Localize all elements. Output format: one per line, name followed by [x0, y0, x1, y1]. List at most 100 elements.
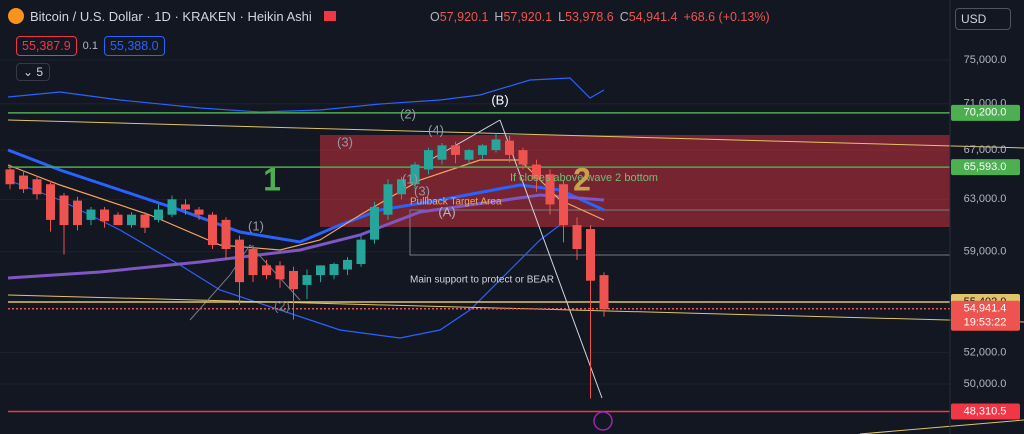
- wave-label: (2): [274, 298, 290, 313]
- candle-body: [73, 200, 82, 226]
- price-label: 65,593.0: [964, 161, 1007, 173]
- candle-body: [262, 265, 271, 276]
- candle-body: [329, 264, 339, 276]
- ohlc-key: C: [619, 10, 629, 24]
- candle-body: [397, 179, 406, 195]
- wave-label: (3): [414, 183, 430, 198]
- price-label: 48,310.5: [964, 405, 1007, 417]
- currency-select[interactable]: USD: [955, 8, 1011, 30]
- ohlc-value: 53,978.6: [565, 10, 614, 24]
- wave-label: (B): [491, 92, 508, 107]
- candle-body: [275, 265, 285, 280]
- indicators: [7, 77, 1024, 434]
- price-label-box: [951, 403, 1020, 420]
- candle-body: [518, 150, 528, 165]
- indicators-count: 5: [36, 65, 44, 79]
- candle-body: [356, 239, 366, 265]
- currency: USD: [961, 12, 987, 26]
- price-label-box: [951, 104, 1020, 121]
- candle-body: [59, 195, 69, 226]
- wave-label: (4): [428, 122, 444, 137]
- candle-body: [167, 199, 177, 215]
- wave-label: 1: [263, 161, 281, 197]
- candle-body: [572, 225, 582, 250]
- symbol-icon: [8, 8, 24, 24]
- sell-button[interactable]: 55,387.9: [16, 36, 77, 56]
- candle-body: [370, 206, 379, 240]
- candle-body: [32, 179, 42, 195]
- candle-body: [86, 209, 96, 220]
- candle-body: [491, 139, 501, 151]
- header: Bitcoin / U.S. Dollar · 1D · KRAKEN · He…: [8, 8, 336, 24]
- y-tick-label: 67,000.0: [964, 144, 1007, 156]
- ohlc-change: +68.6 (+0.13%): [683, 10, 770, 24]
- candle-body: [599, 275, 609, 310]
- candle-body: [505, 140, 514, 155]
- candle-body: [5, 169, 15, 185]
- candle-body: [302, 275, 312, 285]
- candle-body: [451, 145, 460, 155]
- spread: 0.1: [82, 40, 98, 52]
- bollinger-upper: [7, 77, 605, 113]
- indicators-toggle[interactable]: ⌄ 5: [16, 63, 51, 81]
- candle-body: [19, 175, 28, 190]
- y-tick-label: 50,000.0: [964, 378, 1007, 390]
- trade-buttons: 55,387.9 0.1 55,388.0: [16, 36, 165, 56]
- ohlc-item: C54,941.4: [620, 10, 678, 24]
- price-lines: [8, 112, 950, 413]
- candle-body: [235, 239, 244, 283]
- candles: [5, 133, 609, 399]
- trendline: [7, 119, 1024, 149]
- ohlc-item: H57,920.1: [494, 10, 552, 24]
- candle-body: [316, 265, 325, 276]
- candle-body: [478, 145, 487, 155]
- ohlc-value: 57,920.1: [503, 10, 553, 24]
- candle-body: [221, 219, 231, 250]
- y-tick-label: 59,000.0: [964, 246, 1007, 258]
- candle-body: [586, 229, 595, 281]
- countdown: 19:53:22: [964, 317, 1007, 329]
- candle-body: [248, 249, 258, 276]
- note: Pullback Target Area: [410, 197, 502, 208]
- ohlc-item: L53,978.6: [558, 10, 614, 24]
- candle-body: [181, 204, 190, 210]
- wave-label: (A): [438, 204, 455, 219]
- candle-body: [140, 214, 150, 228]
- price-label-box: [951, 159, 1020, 176]
- wave-label: (2): [400, 106, 416, 121]
- wave-label: (1): [402, 171, 418, 186]
- note: Main support to protect or BEAR: [410, 275, 554, 286]
- flag[interactable]: [323, 11, 336, 21]
- candle-body: [194, 209, 204, 215]
- candle-body: [545, 174, 555, 205]
- ohlc-value: 57,920.1: [439, 10, 489, 24]
- candle-body: [383, 184, 393, 215]
- ohlc-item: O57,920.1: [430, 10, 488, 24]
- annotations: 1 2 (B) (A) (2) (3) (4) (1) (3) (1) (2) …: [248, 92, 658, 313]
- price-axis: 75,000.071,000.067,000.063,000.059,000.0…: [951, 54, 1020, 420]
- candle-body: [208, 214, 217, 246]
- ohlc-legend: O57,920.1 H57,920.1 L53,978.6 C54,941.4 +68.…: [430, 10, 770, 24]
- symbol-title: Bitcoin / U.S. Dollar · 1D · KRAKEN · He…: [30, 8, 312, 24]
- candle-body: [46, 184, 55, 220]
- price-label-box: [951, 300, 1020, 331]
- buy-button[interactable]: 55,388.0: [103, 36, 165, 56]
- candle-body: [127, 214, 136, 226]
- price-label: 70,200.0: [964, 107, 1007, 119]
- candle-body: [343, 259, 352, 270]
- wave-label: (3): [337, 134, 353, 149]
- candle-body: [532, 164, 541, 180]
- price-label: 54,941.4: [964, 303, 1007, 315]
- candle-body: [154, 209, 163, 220]
- candle-body: [559, 184, 568, 226]
- candle-body: [410, 164, 420, 185]
- event-icon[interactable]: [593, 411, 613, 431]
- candle-body: [437, 145, 447, 160]
- candle-body: [424, 150, 433, 170]
- wave-label: (1): [248, 218, 264, 233]
- y-tick-label: 63,000.0: [964, 193, 1007, 205]
- y-tick-label: 75,000.0: [964, 54, 1007, 66]
- y-tick-label: 52,000.0: [964, 347, 1007, 359]
